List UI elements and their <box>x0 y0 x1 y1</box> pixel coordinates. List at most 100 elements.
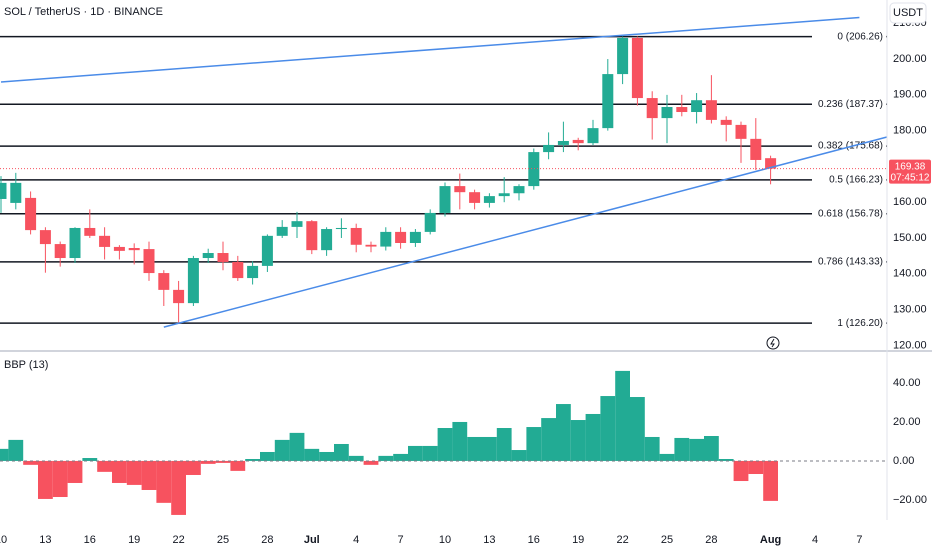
fib-label: 0.5 (166.23) <box>829 175 883 186</box>
x-tick-label: 13 <box>483 534 495 546</box>
bar <box>763 460 778 501</box>
last-price-label: 169.38 <box>895 161 926 172</box>
y-tick-label: 140.00 <box>893 268 927 280</box>
candle-body <box>513 186 525 194</box>
x-tick-label: Jul <box>304 534 320 546</box>
bar <box>496 428 512 461</box>
bar <box>482 436 497 461</box>
bar <box>644 436 660 461</box>
bar <box>112 460 127 483</box>
candle-body <box>661 107 673 119</box>
bar <box>422 445 438 461</box>
x-tick-label: Aug <box>760 534 781 546</box>
y-tick-label: 40.00 <box>893 377 921 389</box>
candle-body <box>187 258 199 304</box>
bar <box>556 404 571 461</box>
x-tick-label: 22 <box>172 534 184 546</box>
x-tick-label: 10 <box>0 534 7 546</box>
bar <box>200 460 216 464</box>
bar <box>452 421 468 461</box>
indicator-title: BBP (13) <box>4 359 48 371</box>
x-tick-label: 28 <box>705 534 717 546</box>
trend-line <box>163 136 888 328</box>
candle-body <box>113 246 125 251</box>
bar <box>304 448 320 461</box>
candle-body <box>617 37 629 75</box>
fib-label-bg <box>812 206 886 221</box>
candle-body <box>631 37 643 99</box>
bar <box>526 427 542 461</box>
candle-body <box>691 100 703 113</box>
candle-body <box>128 248 140 251</box>
bar <box>437 428 453 461</box>
last-price-box <box>889 159 931 184</box>
candle-body <box>454 186 466 193</box>
candle-body <box>439 186 451 213</box>
candle-body <box>0 182 7 199</box>
bar <box>289 432 305 461</box>
event-icon[interactable] <box>766 336 780 350</box>
bar <box>467 436 482 461</box>
y-tick-label: 20.00 <box>893 416 921 428</box>
candle-body <box>232 261 244 279</box>
candle-body <box>99 235 111 247</box>
candle-body <box>572 139 584 144</box>
candle-body <box>261 235 273 266</box>
bar <box>511 450 527 461</box>
candle-body <box>247 265 259 279</box>
x-tick-label: 16 <box>528 534 540 546</box>
candle-body <box>543 144 555 153</box>
y-tick-label: 200.00 <box>893 53 927 65</box>
candle-body <box>321 229 333 251</box>
bar <box>171 460 186 515</box>
candle-body <box>350 227 362 245</box>
candle-body <box>676 107 688 113</box>
bar <box>541 418 556 461</box>
bar <box>704 436 719 461</box>
y-tick-label: 190.00 <box>893 89 927 101</box>
x-tick-label: 25 <box>217 534 229 546</box>
bar <box>186 460 201 475</box>
bar <box>348 455 364 461</box>
x-tick-label: 13 <box>39 534 51 546</box>
fib-label-bg <box>812 316 886 331</box>
candle-body <box>765 158 777 169</box>
candle-body <box>291 221 303 227</box>
y-tick-label: −20.00 <box>893 494 927 506</box>
candle-body <box>409 231 421 243</box>
candle-body <box>276 226 288 236</box>
bar <box>570 420 586 461</box>
bar <box>82 458 98 461</box>
bar <box>378 455 394 461</box>
currency-button[interactable] <box>889 2 927 24</box>
x-tick-label: 19 <box>572 534 584 546</box>
fib-label: 0.236 (187.37) <box>818 99 883 110</box>
candle-body <box>54 244 66 259</box>
candle-body <box>69 227 81 259</box>
bar <box>230 460 246 471</box>
x-tick-label: 10 <box>439 534 451 546</box>
y-tick-label: 130.00 <box>893 303 927 315</box>
y-tick-label: 120.00 <box>893 339 927 351</box>
candle-body <box>646 98 658 119</box>
bar <box>38 460 53 499</box>
candle-body <box>365 244 377 247</box>
x-tick-label: 7 <box>856 534 862 546</box>
candle-body <box>380 231 392 247</box>
bar <box>260 451 275 461</box>
bar <box>630 397 645 461</box>
candle-body <box>705 100 717 120</box>
x-tick-label: 4 <box>812 534 818 546</box>
fib-label-bg <box>812 97 886 112</box>
bar <box>23 460 38 465</box>
candle-body <box>587 128 599 144</box>
currency-label[interactable]: USDT <box>893 7 923 19</box>
bar <box>393 453 408 461</box>
y-tick-label: 0.00 <box>893 455 914 467</box>
x-tick-label: 7 <box>398 534 404 546</box>
candle-body <box>143 249 155 274</box>
candle-body <box>84 227 96 236</box>
x-tick-label: 4 <box>353 534 359 546</box>
y-tick-label: 180.00 <box>893 125 927 137</box>
candle-body <box>735 124 747 139</box>
